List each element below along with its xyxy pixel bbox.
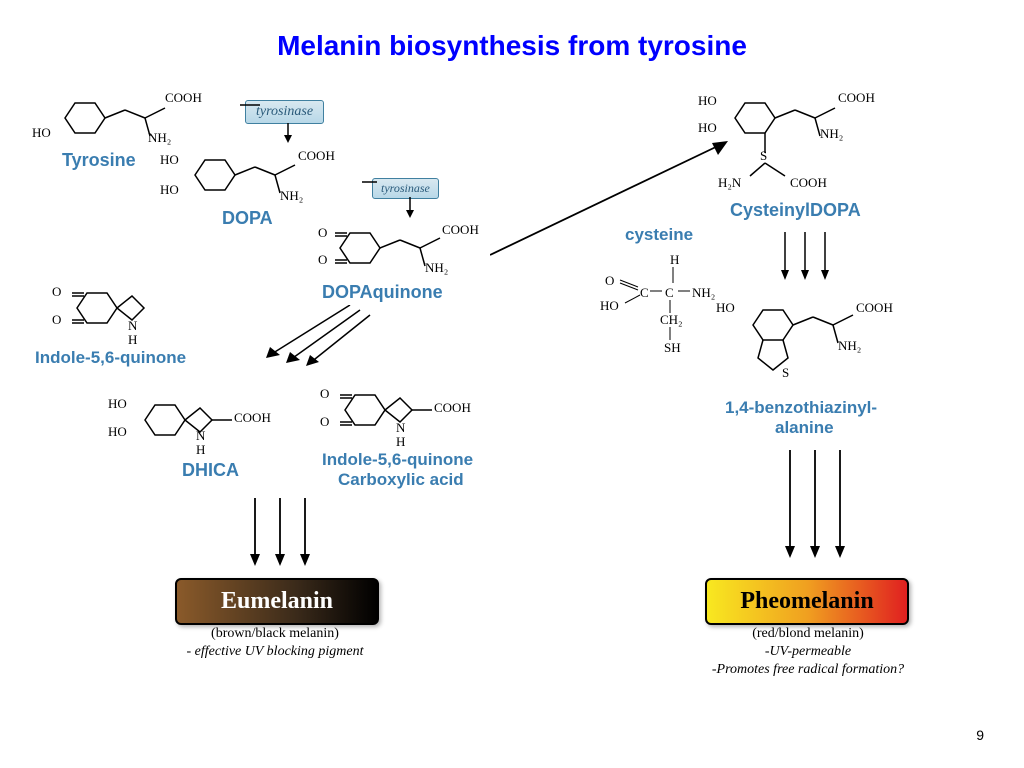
dopa-cooh: COOH xyxy=(298,148,335,164)
iqca-structure xyxy=(330,380,500,445)
arrows-to-pheomelanin xyxy=(775,450,875,565)
eumelanin-sub1: (brown/black melanin) xyxy=(211,626,339,641)
dhica-structure xyxy=(130,390,300,455)
benz-label1: 1,4-benzothiazinyl- xyxy=(725,398,877,418)
indolequinone-structure xyxy=(62,278,192,343)
dq-o2: O xyxy=(318,252,327,268)
iqca-label2: Carboxylic acid xyxy=(338,470,464,490)
iqca-o2: O xyxy=(320,414,329,430)
cysdopa-cooh2: COOH xyxy=(790,175,827,191)
cysdopa-s: S xyxy=(760,148,767,164)
tyrosine-nh2: NH₂ xyxy=(148,130,171,146)
cysteine-label: cysteine xyxy=(625,225,693,245)
dhica-ho2: HO xyxy=(108,424,127,440)
page-number: 9 xyxy=(976,727,984,743)
benz-nh2: NH₂ xyxy=(838,338,861,354)
branch-arrows-left xyxy=(200,305,400,385)
tyrosine-ho: HO xyxy=(32,125,51,141)
cysdopa-h2n: H₂N xyxy=(718,175,741,191)
arrows-to-eumelanin xyxy=(240,498,340,573)
dopa-nh2: NH₂ xyxy=(280,188,303,204)
benz-ho: HO xyxy=(716,300,735,316)
dhica-h: H xyxy=(196,442,205,458)
iqca-cooh: COOH xyxy=(434,400,471,416)
arrow-to-cysdopa xyxy=(490,135,750,265)
benz-s: S xyxy=(782,365,789,381)
iq-h: H xyxy=(128,332,137,348)
iq-o2: O xyxy=(52,312,61,328)
pheomelanin-sub3: -Promotes free radical formation? xyxy=(712,662,904,677)
eumelanin-sub2: - effective UV blocking pigment xyxy=(186,644,363,659)
dhica-label: DHICA xyxy=(182,460,239,481)
dq-o1: O xyxy=(318,225,327,241)
cysdopa-ho2: HO xyxy=(698,120,717,136)
dq-cooh: COOH xyxy=(442,222,479,238)
cysdopa-ho1: HO xyxy=(698,93,717,109)
page-title: Melanin biosynthesis from tyrosine xyxy=(0,30,1024,62)
iqca-o1: O xyxy=(320,386,329,402)
dopaquinone-label: DOPAquinone xyxy=(322,282,443,303)
arrows-cys-benz xyxy=(775,232,855,287)
pheomelanin-sub1: (red/blond melanin) xyxy=(752,626,864,641)
pheomelanin-sub: (red/blond melanin) -UV-permeable -Promo… xyxy=(678,625,938,680)
dopa-ho1: HO xyxy=(160,152,179,168)
benz-label2: alanine xyxy=(775,418,834,438)
eumelanin-box: Eumelanin xyxy=(175,578,379,625)
dopa-ho2: HO xyxy=(160,182,179,198)
tyrosine-label: Tyrosine xyxy=(62,150,136,171)
cysdopa-nh2: NH₂ xyxy=(820,126,843,142)
iqca-label1: Indole-5,6-quinone xyxy=(322,450,473,470)
eumelanin-sub: (brown/black melanin) - effective UV blo… xyxy=(150,625,400,661)
dhica-ho1: HO xyxy=(108,396,127,412)
benz-cooh: COOH xyxy=(856,300,893,316)
indolequinone-label: Indole-5,6-quinone xyxy=(35,348,186,368)
tyrosine-cooh: COOH xyxy=(165,90,202,106)
pheomelanin-sub2: -UV-permeable xyxy=(765,644,851,659)
cysdopa-label: CysteinylDOPA xyxy=(730,200,861,221)
pheomelanin-box: Pheomelanin xyxy=(705,578,909,625)
arrow-tyr-dopa xyxy=(240,95,360,145)
dopa-label: DOPA xyxy=(222,208,273,229)
dhica-cooh: COOH xyxy=(234,410,271,426)
iq-o1: O xyxy=(52,284,61,300)
dq-nh2: NH₂ xyxy=(425,260,448,276)
cysdopa-cooh: COOH xyxy=(838,90,875,106)
iqca-h: H xyxy=(396,434,405,450)
arrow-dopa-dq xyxy=(362,172,462,222)
